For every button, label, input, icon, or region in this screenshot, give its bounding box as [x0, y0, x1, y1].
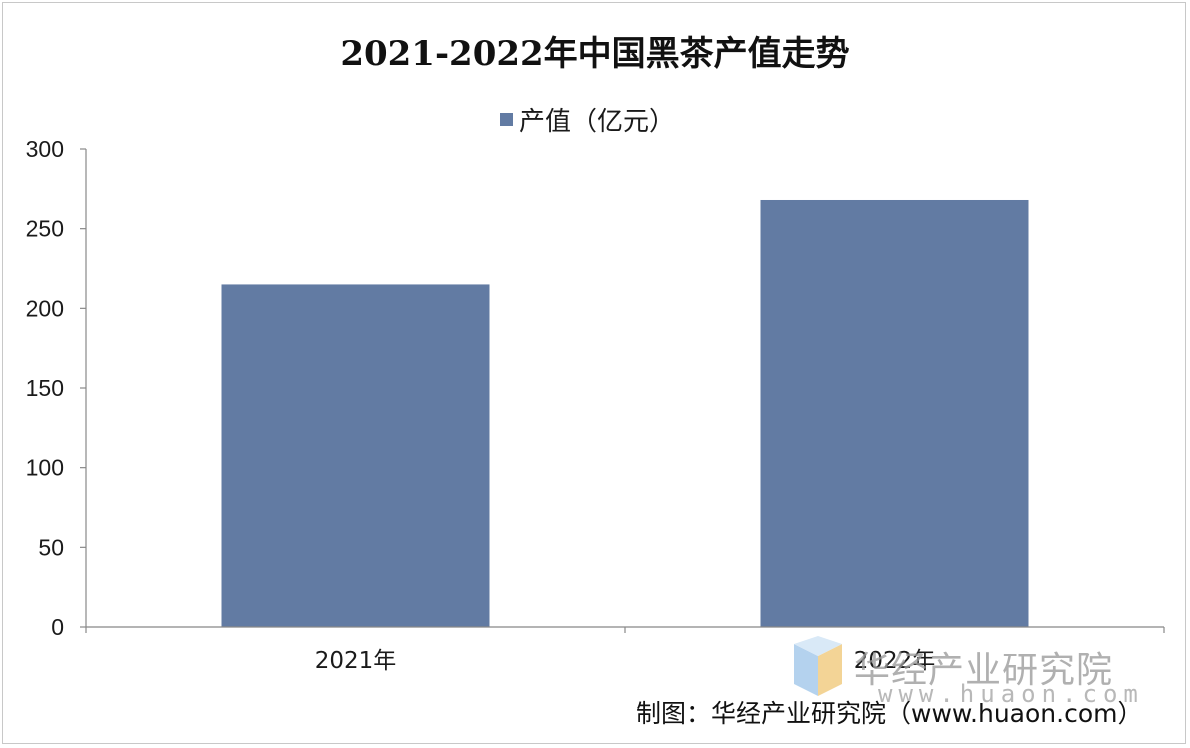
- y-tick-label: 50: [38, 534, 64, 560]
- legend-swatch: [500, 112, 513, 126]
- watermark: 华经产业研究院: [790, 636, 1113, 698]
- x-tick-label: 2021年: [315, 648, 397, 674]
- source-credit: 制图：华经产业研究院（www.huaon.com）: [636, 699, 1143, 728]
- legend-label: 产值（亿元）: [519, 106, 676, 137]
- watermark-text: 华经产业研究院: [854, 650, 1114, 691]
- bars: [221, 199, 1029, 627]
- y-tick-label: 100: [26, 455, 64, 481]
- y-axis-ticks: 0 50 100 150 200 250 300: [26, 136, 86, 640]
- x-axis-ticks: [85, 627, 1165, 633]
- huajing-logo-icon: [790, 636, 846, 698]
- y-tick-label: 200: [26, 295, 64, 321]
- bar-2: [760, 199, 1029, 627]
- chart-legend: 产值（亿元）: [500, 103, 676, 137]
- x-axis-labels: 2021年 2022年: [315, 648, 936, 674]
- chart-title: 2021-2022年中国黑茶产值走势: [340, 34, 850, 74]
- y-tick-label: 300: [26, 136, 64, 162]
- y-tick-label: 250: [26, 216, 64, 242]
- x-tick-label: 2022年: [854, 648, 936, 674]
- y-tick-label: 150: [26, 375, 64, 401]
- watermark-url: www.huaon.com: [878, 680, 1144, 708]
- y-tick-label: 0: [51, 614, 64, 640]
- bar-1: [221, 284, 490, 627]
